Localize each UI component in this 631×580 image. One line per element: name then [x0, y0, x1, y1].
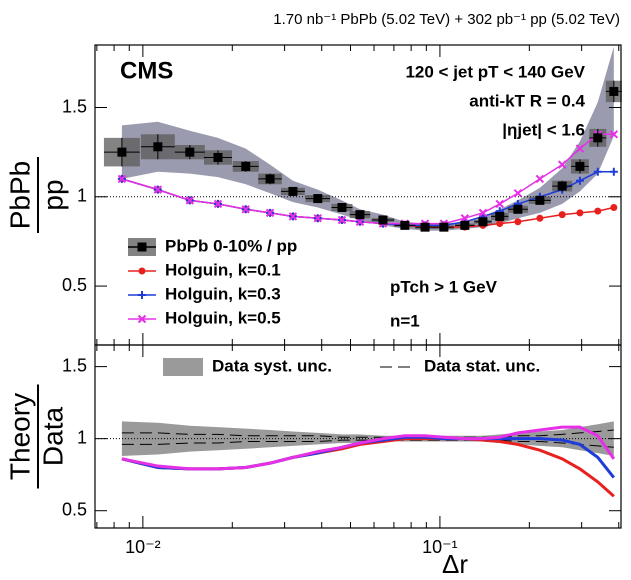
legend-label: PbPb 0-10% / pp [165, 236, 297, 255]
stat-line [121, 439, 614, 448]
marker [355, 217, 365, 226]
y-label-bottom: Data [37, 407, 68, 467]
legend-marker [138, 267, 146, 275]
annotation: n=1 [390, 311, 420, 330]
marker [288, 212, 298, 221]
legend-marker [138, 291, 146, 299]
marker [495, 211, 505, 221]
y-tick-label: 1 [77, 186, 87, 206]
frame [94, 344, 622, 529]
annotation: pTch > 1 GeV [390, 277, 498, 296]
y-tick-label: 0.5 [62, 275, 87, 295]
marker [593, 133, 603, 143]
y-tick-label: 0.5 [62, 499, 87, 519]
marker [460, 214, 470, 223]
marker [513, 204, 523, 214]
legend-label: Holguin, k=0.5 [165, 308, 281, 327]
marker [609, 86, 619, 96]
marker [313, 194, 323, 204]
syst-band [121, 421, 614, 456]
marker [213, 199, 223, 209]
marker [153, 185, 163, 194]
x-label: Δr [442, 549, 468, 579]
legend-label: Data stat. unc. [424, 356, 540, 375]
marker [355, 210, 365, 220]
marker [536, 214, 544, 222]
marker [439, 222, 449, 232]
y-label-top: Theory [4, 393, 35, 480]
y-label-bottom: pp [37, 179, 68, 210]
y-label-top: PbPb [4, 161, 35, 230]
marker [153, 142, 163, 152]
marker [117, 147, 127, 157]
legend-label: Data syst. unc. [212, 356, 332, 375]
marker [535, 174, 545, 184]
y-tick-label: 1.5 [62, 355, 87, 375]
marker [337, 203, 347, 212]
marker [609, 130, 619, 139]
marker [575, 161, 585, 171]
marker [117, 174, 127, 184]
marker [535, 195, 545, 205]
marker [288, 186, 298, 196]
marker [265, 208, 275, 218]
stat-line [121, 429, 614, 438]
marker [557, 160, 567, 169]
marker [513, 189, 523, 198]
x-tick-label: 10⁻² [125, 537, 161, 557]
annotation: |ηjet| < 1.6 [502, 120, 585, 139]
marker [558, 211, 566, 219]
annotation: anti-kT R = 0.4 [469, 91, 585, 110]
marker [241, 205, 250, 214]
marker [575, 176, 584, 185]
legend-marker [137, 242, 147, 252]
marker [478, 217, 488, 227]
syst-band [121, 46, 614, 231]
marker [400, 220, 410, 230]
y-tick-label: 1 [77, 427, 87, 447]
marker [593, 167, 602, 176]
marker [496, 220, 504, 228]
legend-marker [137, 314, 147, 324]
marker [185, 147, 195, 157]
header: 1.70 nb⁻¹ PbPb (5.02 TeV) + 302 pb⁻¹ pp … [273, 11, 620, 28]
marker [575, 144, 585, 153]
marker [609, 167, 618, 176]
marker [241, 161, 251, 171]
marker [478, 208, 488, 218]
x-tick-label: 10⁻¹ [422, 537, 458, 557]
marker [185, 196, 195, 205]
marker [576, 209, 584, 217]
legend-box [163, 358, 203, 376]
marker [337, 215, 347, 225]
marker [265, 174, 275, 184]
legend-label: Holguin, k=0.1 [165, 260, 281, 279]
marker [514, 218, 522, 226]
marker [594, 207, 602, 215]
marker [313, 214, 322, 223]
y-tick-label: 1.5 [62, 96, 87, 116]
marker [420, 222, 430, 232]
marker [378, 215, 388, 225]
annotation: 120 < jet pT < 140 GeV [405, 62, 585, 81]
marker [460, 220, 470, 230]
marker [213, 153, 223, 162]
ratio-line [121, 425, 616, 471]
marker [495, 199, 504, 209]
annotation: CMS [120, 57, 173, 84]
marker [557, 181, 567, 191]
legend-label: Holguin, k=0.3 [165, 284, 281, 303]
marker [610, 204, 618, 211]
